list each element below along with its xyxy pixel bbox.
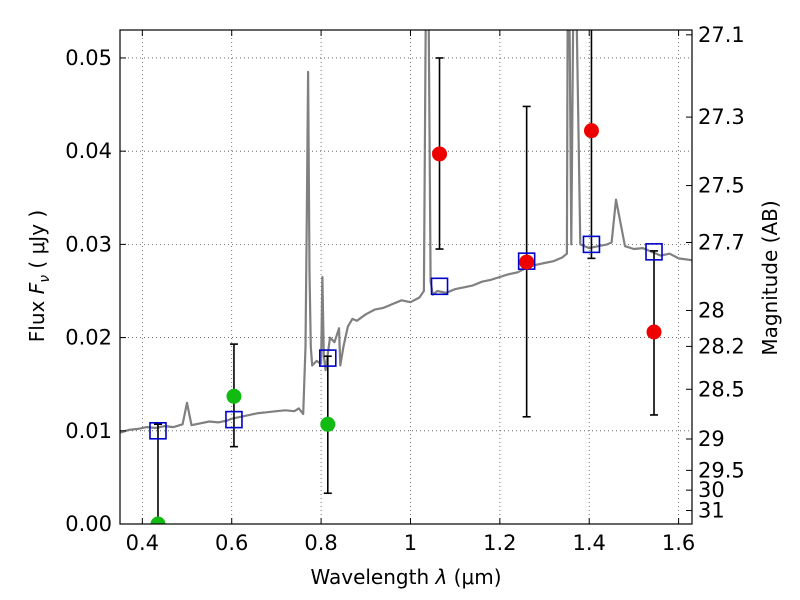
axis-ticks: 0.4 0.6 0.8 1 1.2 1.4 1.6 0.00 0.01 0.02 0.03 0.04 0…	[65, 23, 745, 555]
secondary-y-axis-label: Magnitude (AB)	[758, 200, 782, 355]
x-tick-label: 1.4	[573, 531, 606, 555]
model-square	[318, 349, 337, 367]
x-axis-label: Wavelength λ (μm)	[310, 565, 501, 589]
y-tick-label: 0.05	[65, 46, 112, 70]
spectrum-line	[120, 30, 692, 434]
y-tick-label: 0.02	[65, 326, 112, 350]
plot-area	[120, 30, 692, 524]
x-tick-label: 0.6	[215, 531, 248, 555]
x-tick-label: 0.8	[304, 531, 337, 555]
magnitude-tick-label: 29	[698, 427, 725, 451]
magnitude-tick-label: 29.5	[698, 458, 745, 482]
model-square	[225, 410, 243, 429]
x-tick-label: 0.4	[126, 531, 159, 555]
y-axis-label: Flux Fν ( μJy )	[25, 210, 53, 342]
green-point	[320, 416, 336, 432]
magnitude-tick-label: 27.1	[698, 23, 745, 47]
magnitude-tick-label: 30	[698, 478, 725, 502]
magnitude-tick-label: 28.5	[698, 377, 745, 401]
red-point	[519, 254, 535, 270]
y-tick-label: 0.00	[65, 512, 112, 536]
y-tick-label: 0.01	[65, 419, 112, 443]
plot-frame	[119, 29, 693, 525]
magnitude-tick-label: 28.2	[698, 334, 745, 358]
y-tick-label: 0.03	[65, 232, 112, 256]
x-tick-label: 1.2	[483, 531, 516, 555]
model-square	[582, 235, 601, 254]
model-square	[645, 243, 663, 261]
magnitude-tick-label: 31	[698, 499, 725, 523]
x-tick-label: 1	[404, 531, 417, 555]
red-point	[432, 146, 448, 162]
magnitude-tick-label: 27.3	[698, 105, 745, 129]
model-square	[430, 277, 449, 296]
magnitude-tick-label: 28	[698, 298, 725, 322]
red-point	[646, 324, 662, 340]
red-point	[583, 123, 599, 139]
magnitude-tick-label: 27.5	[698, 174, 745, 198]
model-square	[149, 421, 167, 440]
green-point	[150, 516, 166, 524]
y-tick-label: 0.04	[65, 139, 112, 163]
magnitude-tick-label: 27.7	[698, 231, 745, 255]
green-point	[226, 388, 242, 404]
x-tick-label: 1.6	[662, 531, 695, 555]
